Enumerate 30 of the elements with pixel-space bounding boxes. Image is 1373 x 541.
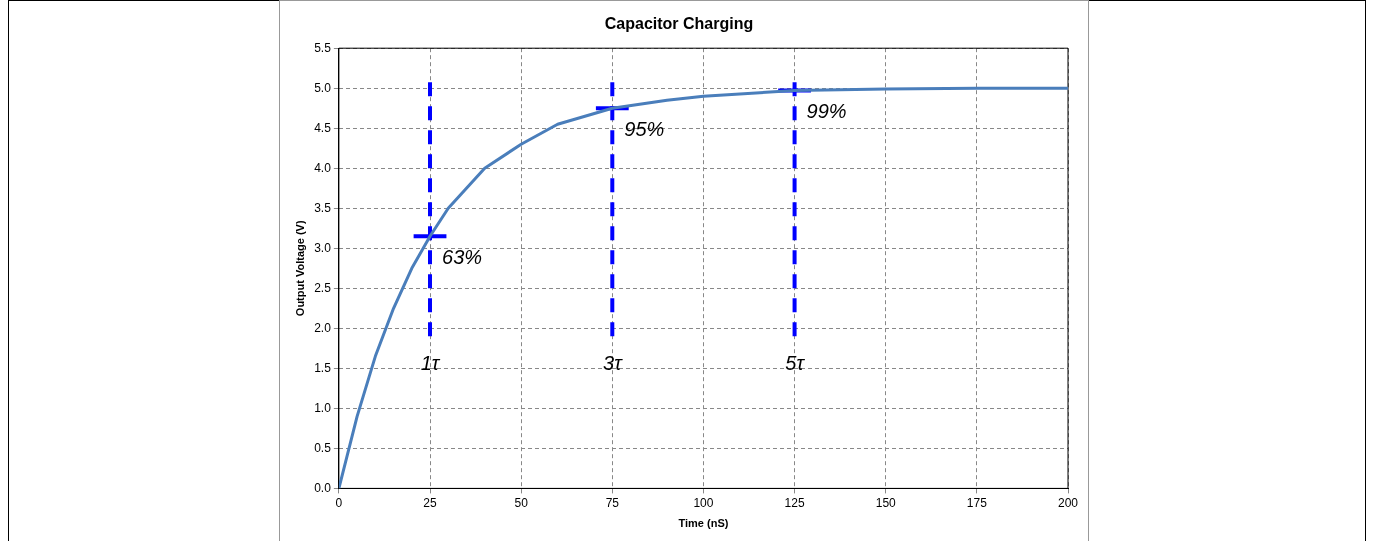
y-tick-label: 5.5 (314, 40, 332, 55)
y-tick-label: 2.0 (314, 320, 332, 335)
x-tick-label: 100 (693, 495, 714, 510)
annotation: 99% (806, 100, 847, 123)
x-tick-label: 175 (966, 495, 988, 510)
chart-title: Capacitor Charging (604, 15, 754, 33)
annotation: 1τ (420, 351, 441, 374)
annotation: 95% (624, 117, 665, 140)
x-tick-label: 200 (1057, 495, 1079, 510)
x-axis-title: Time (nS) (678, 517, 729, 530)
x-tick-label: 25 (423, 495, 438, 510)
x-tick-label: 50 (514, 495, 529, 510)
x-tick-label: 150 (875, 495, 897, 510)
y-tick-label: 4.5 (314, 120, 332, 135)
y-tick-label: 3.0 (314, 240, 332, 255)
y-tick-label: 0.5 (314, 440, 332, 455)
y-tick-label: 4.0 (314, 160, 332, 175)
x-tick-label: 125 (784, 495, 805, 510)
y-tick-label: 0.0 (314, 480, 332, 495)
x-tick-label: 0 (335, 495, 343, 510)
annotation: 63% (442, 245, 483, 268)
y-tick-label: 2.5 (314, 280, 332, 295)
y-tick-label: 3.5 (314, 200, 332, 215)
x-tick-label: 75 (605, 495, 620, 510)
y-tick-label: 5.0 (314, 80, 332, 95)
y-tick-label: 1.5 (314, 360, 332, 375)
annotation: 3τ (603, 351, 624, 374)
annotation: 5τ (785, 351, 806, 374)
y-axis-title: Output Voltage (V) (293, 220, 306, 317)
y-tick-label: 1.0 (314, 400, 332, 415)
